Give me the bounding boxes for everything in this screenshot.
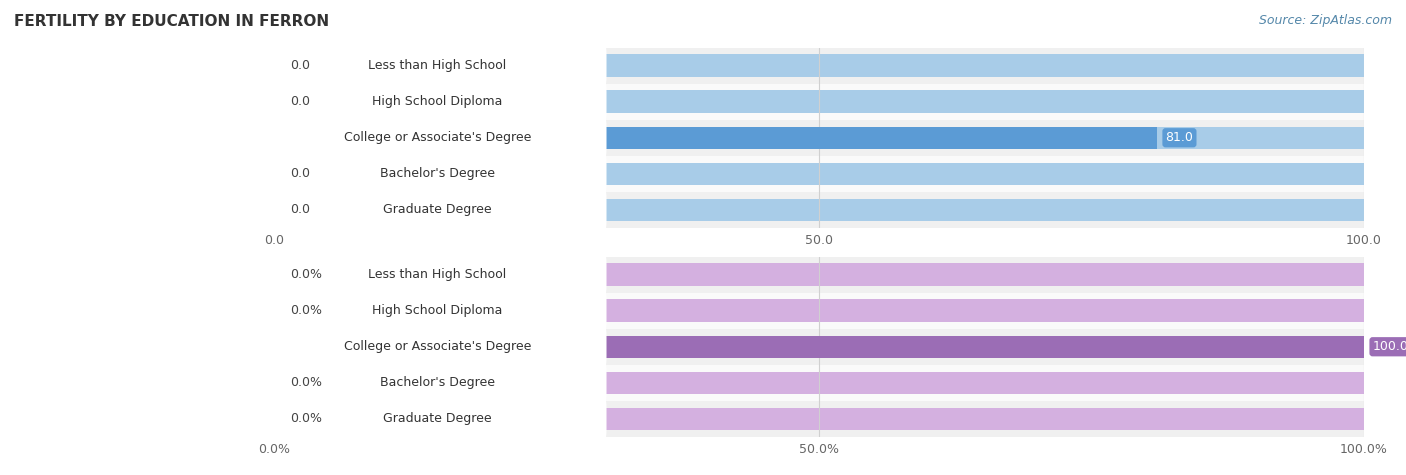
FancyBboxPatch shape — [269, 38, 606, 94]
Bar — [274, 156, 1364, 192]
FancyBboxPatch shape — [269, 355, 606, 411]
Bar — [274, 329, 1364, 365]
Bar — [274, 263, 1364, 286]
FancyBboxPatch shape — [269, 146, 606, 202]
Text: Bachelor's Degree: Bachelor's Degree — [380, 167, 495, 180]
Bar — [274, 365, 1364, 401]
Bar — [274, 162, 1364, 185]
Text: Graduate Degree: Graduate Degree — [384, 203, 492, 217]
Bar — [274, 120, 1364, 156]
Text: College or Associate's Degree: College or Associate's Degree — [344, 340, 531, 353]
FancyBboxPatch shape — [269, 247, 606, 303]
FancyBboxPatch shape — [269, 391, 606, 447]
Text: 100.0%: 100.0% — [1372, 340, 1406, 353]
Bar — [274, 335, 1364, 358]
Bar — [274, 48, 1364, 84]
Text: 0.0%: 0.0% — [291, 376, 322, 390]
FancyBboxPatch shape — [269, 110, 606, 166]
Text: 0.0%: 0.0% — [291, 412, 322, 426]
Text: 0.0: 0.0 — [291, 203, 311, 217]
FancyBboxPatch shape — [269, 283, 606, 339]
Bar — [274, 371, 1364, 394]
Text: Graduate Degree: Graduate Degree — [384, 412, 492, 426]
Bar — [274, 299, 1364, 322]
Text: Less than High School: Less than High School — [368, 268, 506, 281]
Text: Less than High School: Less than High School — [368, 59, 506, 72]
Text: Source: ZipAtlas.com: Source: ZipAtlas.com — [1258, 14, 1392, 27]
Bar — [274, 256, 1364, 293]
FancyBboxPatch shape — [269, 319, 606, 375]
Bar — [274, 84, 1364, 120]
Text: FERTILITY BY EDUCATION IN FERRON: FERTILITY BY EDUCATION IN FERRON — [14, 14, 329, 29]
Bar — [274, 335, 1364, 358]
Text: 0.0: 0.0 — [291, 95, 311, 108]
Text: 81.0: 81.0 — [1166, 131, 1194, 144]
Bar — [274, 293, 1364, 329]
Bar — [274, 408, 1364, 430]
Text: 0.0%: 0.0% — [291, 304, 322, 317]
Bar — [274, 401, 1364, 437]
Bar — [274, 90, 1364, 113]
Text: 0.0%: 0.0% — [291, 268, 322, 281]
Bar — [274, 126, 1364, 149]
Text: 0.0: 0.0 — [291, 59, 311, 72]
Text: Bachelor's Degree: Bachelor's Degree — [380, 376, 495, 390]
Bar — [274, 126, 1157, 149]
FancyBboxPatch shape — [269, 74, 606, 130]
Text: High School Diploma: High School Diploma — [373, 95, 503, 108]
Bar — [274, 54, 1364, 77]
Text: High School Diploma: High School Diploma — [373, 304, 503, 317]
FancyBboxPatch shape — [269, 182, 606, 238]
Bar — [274, 199, 1364, 221]
Bar — [274, 192, 1364, 228]
Text: College or Associate's Degree: College or Associate's Degree — [344, 131, 531, 144]
Text: 0.0: 0.0 — [291, 167, 311, 180]
